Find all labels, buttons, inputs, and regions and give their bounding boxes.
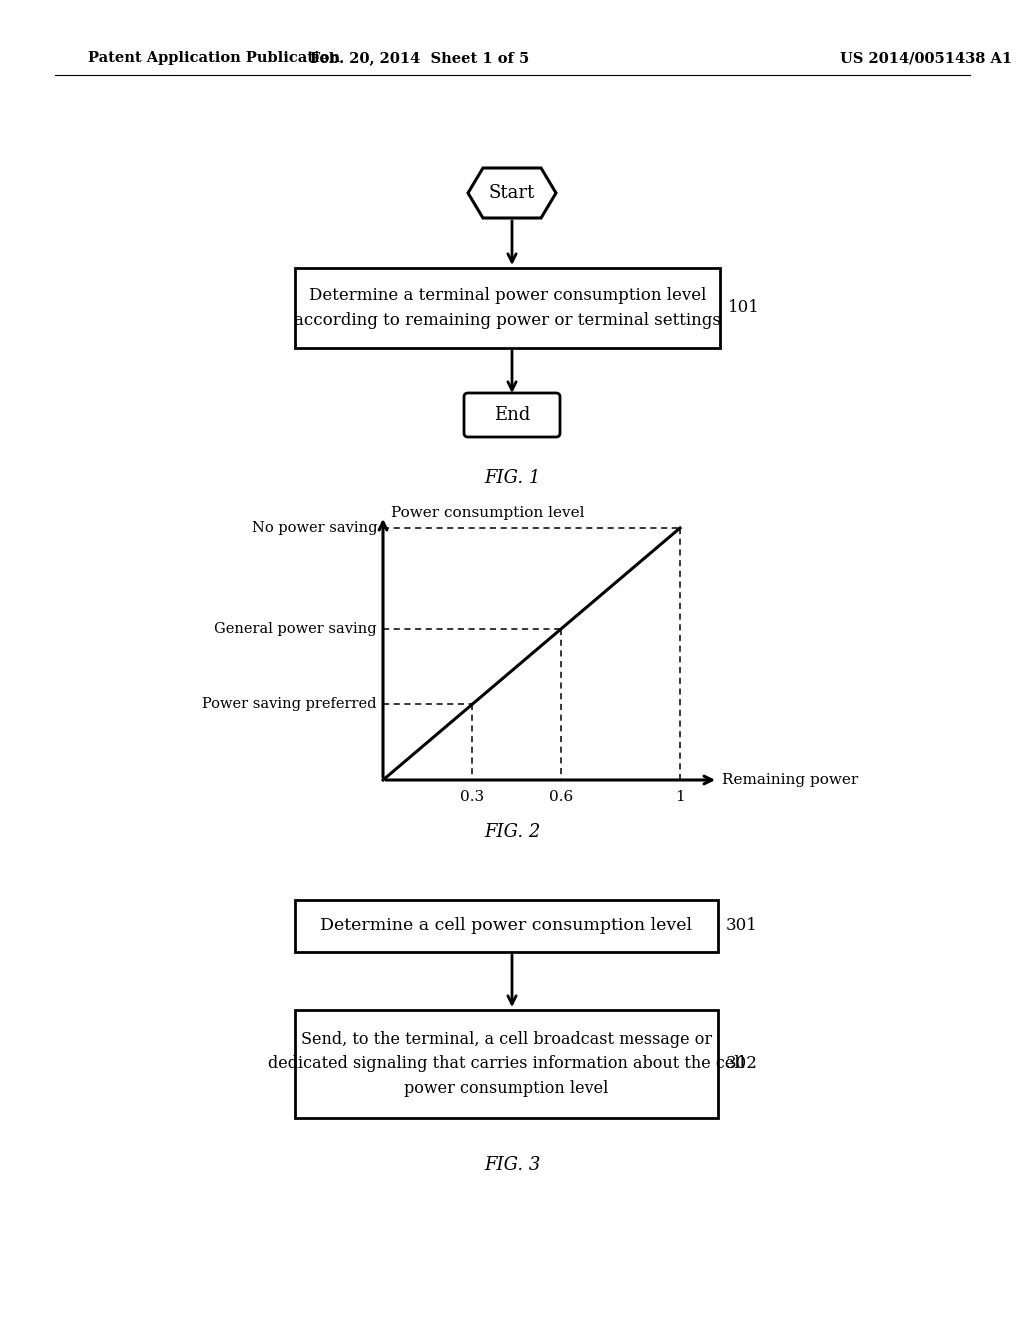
Text: 301: 301 bbox=[726, 917, 758, 935]
Text: Patent Application Publication: Patent Application Publication bbox=[88, 51, 340, 65]
Text: Determine a cell power consumption level: Determine a cell power consumption level bbox=[321, 917, 692, 935]
Text: End: End bbox=[494, 407, 530, 424]
Text: 101: 101 bbox=[728, 300, 760, 317]
Text: US 2014/0051438 A1: US 2014/0051438 A1 bbox=[840, 51, 1012, 65]
Text: General power saving: General power saving bbox=[214, 622, 377, 636]
Text: Send, to the terminal, a cell broadcast message or
dedicated signaling that carr: Send, to the terminal, a cell broadcast … bbox=[268, 1031, 744, 1097]
Text: No power saving: No power saving bbox=[252, 521, 377, 535]
Text: 0.3: 0.3 bbox=[460, 789, 484, 804]
Text: Feb. 20, 2014  Sheet 1 of 5: Feb. 20, 2014 Sheet 1 of 5 bbox=[310, 51, 529, 65]
Text: Determine a terminal power consumption level
according to remaining power or ter: Determine a terminal power consumption l… bbox=[294, 286, 721, 329]
Text: 0.6: 0.6 bbox=[549, 789, 573, 804]
Text: Remaining power: Remaining power bbox=[722, 774, 858, 787]
Text: Power saving preferred: Power saving preferred bbox=[203, 697, 377, 711]
Text: FIG. 3: FIG. 3 bbox=[483, 1156, 541, 1173]
Text: Start: Start bbox=[488, 183, 536, 202]
Text: Power consumption level: Power consumption level bbox=[391, 506, 585, 520]
Text: FIG. 2: FIG. 2 bbox=[483, 822, 541, 841]
Text: FIG. 1: FIG. 1 bbox=[483, 469, 541, 487]
Text: 302: 302 bbox=[726, 1056, 758, 1072]
Text: 1: 1 bbox=[675, 789, 685, 804]
